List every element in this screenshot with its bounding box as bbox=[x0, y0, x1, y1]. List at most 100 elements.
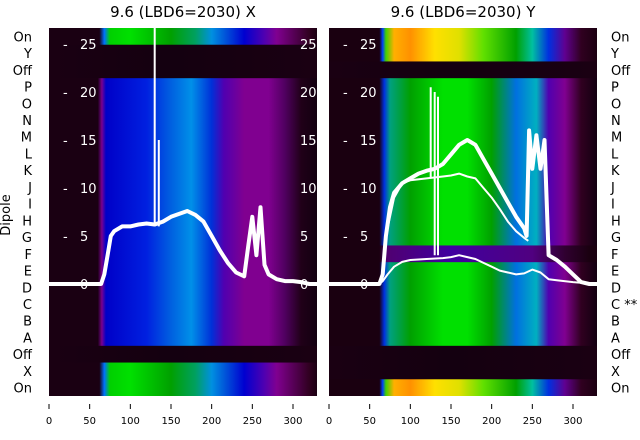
ytick-mark: - bbox=[63, 38, 68, 53]
row-label: G bbox=[611, 231, 621, 246]
row-label: C bbox=[23, 298, 32, 313]
heatmap-row-off bbox=[49, 61, 317, 79]
heatmap-row-y bbox=[49, 44, 317, 62]
heatmap-row-on bbox=[329, 28, 597, 46]
series-middle bbox=[384, 172, 529, 242]
heatmap-row-e bbox=[329, 262, 597, 280]
heatmap-row-on bbox=[49, 28, 317, 46]
xtick-label: 100 bbox=[121, 416, 140, 427]
xtick-label: 200 bbox=[202, 416, 221, 427]
heatmap-row-on bbox=[49, 379, 317, 396]
row-label: X bbox=[23, 365, 32, 380]
series-bundle bbox=[49, 205, 317, 286]
ytick-mark: - bbox=[343, 182, 348, 197]
panel-x: -0 0- 5 5- 10 10- 15 15- 20 20- 25 259.6 (LBD6=2030… bbox=[13, 3, 317, 427]
heatmap-row-x bbox=[49, 362, 317, 380]
heatmap-row-d bbox=[329, 278, 597, 297]
heatmap-row-l bbox=[49, 145, 317, 163]
heatmap-row-b bbox=[329, 312, 597, 330]
row-label: Off bbox=[611, 64, 631, 79]
row-label: H bbox=[22, 214, 32, 229]
heatmap-row-a bbox=[329, 329, 597, 347]
xtick-label: 0 bbox=[326, 416, 332, 427]
row-label: M bbox=[611, 131, 622, 146]
heatmap-row-f bbox=[49, 245, 317, 263]
row-label: P bbox=[611, 81, 619, 96]
heatmap-row-off bbox=[329, 345, 597, 364]
row-label: A bbox=[23, 331, 32, 346]
row-label: L bbox=[25, 147, 33, 162]
ytick-label: 20 bbox=[360, 86, 377, 101]
heatmap-row-o bbox=[329, 94, 597, 113]
row-label: N bbox=[22, 114, 32, 129]
ytick-label-edge: 0 bbox=[300, 278, 308, 293]
heatmap-row-n bbox=[329, 111, 597, 129]
heatmap-row-g bbox=[329, 228, 597, 246]
row-label: L bbox=[611, 147, 619, 162]
panel-title: 9.6 (LBD6=2030) Y bbox=[391, 3, 537, 21]
ytick-label-edge: 20 bbox=[300, 86, 317, 101]
row-label: Off bbox=[611, 348, 631, 363]
heatmap-row-d bbox=[49, 278, 317, 297]
row-label: B bbox=[611, 315, 620, 330]
panel-y: -0- 5- 10- 15- 20- 25 9.6 (LBD6=2030) Y 0 50 100 1… bbox=[326, 3, 638, 427]
heatmap-row-a bbox=[49, 329, 317, 347]
row-label: J bbox=[27, 181, 32, 196]
heatmap-row-n bbox=[49, 111, 317, 129]
ytick-mark: - bbox=[343, 38, 348, 53]
row-label: C ** bbox=[611, 298, 638, 313]
ytick-label: 25 bbox=[360, 38, 377, 53]
ytick-mark: - bbox=[343, 86, 348, 101]
ytick-label-edge: 25 bbox=[300, 38, 317, 53]
row-label: On bbox=[611, 30, 629, 45]
heatmap-row-f bbox=[329, 245, 597, 263]
row-label: On bbox=[14, 382, 32, 397]
heatmap-row-x bbox=[329, 362, 597, 380]
row-label: M bbox=[21, 131, 32, 146]
row-label: Y bbox=[610, 47, 619, 62]
xtick-label: 0 bbox=[46, 416, 52, 427]
ytick-label-edge: 10 bbox=[300, 182, 317, 197]
row-label: O bbox=[611, 97, 621, 112]
ytick-label: 25 bbox=[80, 38, 97, 53]
xtick-label: 50 bbox=[363, 416, 376, 427]
heatmap-row-off bbox=[329, 61, 597, 79]
xtick-label: 200 bbox=[482, 416, 501, 427]
heatmap-row-on bbox=[329, 379, 597, 396]
ytick-mark: - bbox=[63, 134, 68, 149]
row-label: D bbox=[22, 281, 32, 296]
xtick-label: 300 bbox=[563, 416, 582, 427]
xtick-label: 250 bbox=[243, 416, 262, 427]
xtick-label: 150 bbox=[161, 416, 180, 427]
row-label: E bbox=[611, 265, 619, 280]
ytick-mark: - bbox=[343, 230, 348, 245]
heatmap-row-c bbox=[49, 295, 317, 313]
row-label: K bbox=[611, 164, 620, 179]
ytick-label: 10 bbox=[80, 182, 97, 197]
row-label: B bbox=[23, 315, 32, 330]
row-label: Off bbox=[13, 348, 33, 363]
ytick-label: 15 bbox=[360, 134, 377, 149]
row-label: F bbox=[25, 248, 32, 263]
heatmap-row-m bbox=[49, 128, 317, 146]
y-axis-label: Dipole bbox=[0, 194, 14, 235]
heatmap-row-y bbox=[329, 44, 597, 62]
ytick-label-edge: 5 bbox=[300, 230, 308, 245]
heatmap-row-k bbox=[329, 161, 597, 180]
line-series bbox=[329, 87, 597, 286]
ytick-label: 5 bbox=[80, 230, 88, 245]
heatmap-row-h bbox=[329, 212, 597, 230]
ytick-mark: - bbox=[63, 230, 68, 245]
heatmap-row-k bbox=[49, 161, 317, 180]
row-label: H bbox=[611, 214, 621, 229]
heatmap-row-off bbox=[49, 345, 317, 364]
heatmap-row-i bbox=[329, 195, 597, 213]
row-label: G bbox=[22, 231, 32, 246]
row-label: A bbox=[611, 331, 620, 346]
row-label: I bbox=[611, 198, 615, 213]
xtick-label: 50 bbox=[83, 416, 96, 427]
heatmap-row-g bbox=[49, 228, 317, 246]
ytick-mark: - bbox=[63, 182, 68, 197]
row-label: On bbox=[611, 382, 629, 397]
